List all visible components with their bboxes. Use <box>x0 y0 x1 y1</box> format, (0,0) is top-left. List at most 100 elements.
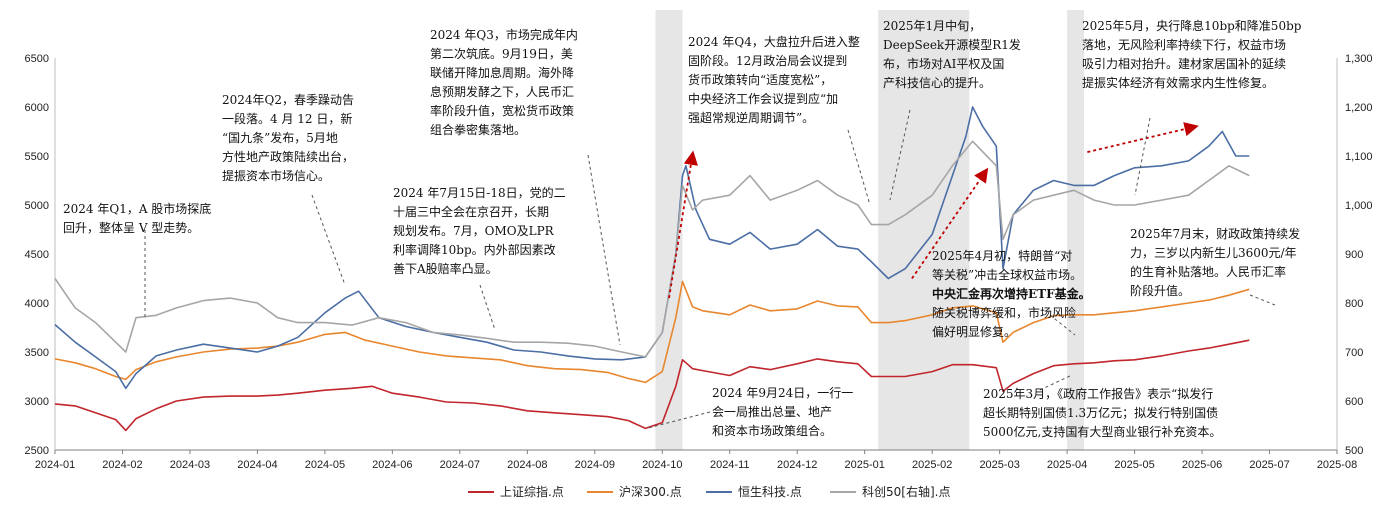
annotation-leader-line <box>1049 314 1076 336</box>
annotation-text-line: 力，三岁以内新生儿3600元/年 <box>1130 245 1297 260</box>
series-lines <box>54 106 1250 432</box>
annotation-text-line: 吸引力相对抬升。建材家居国补的延续 <box>1082 56 1286 71</box>
annotation-text-line: 2024 年7月15日-18日，党的二 <box>393 185 566 200</box>
annotation-text-line: 强超常规逆周期调节”。 <box>688 110 814 125</box>
annotation-text-line: 货币政策转向“适度宽松”， <box>688 72 832 87</box>
y-left-tick-label: 4000 <box>25 298 49 310</box>
annotation-text-line: 方性地产政策陆续出台， <box>222 149 354 164</box>
annotation-text-line: 提振实体经济有效需求内生性修复。 <box>1082 75 1274 90</box>
annotation-text-line: 2024年Q2，春季躁动告 <box>222 93 354 107</box>
y-right-tick-label: 600 <box>1345 396 1363 408</box>
y-right-tick-label: 800 <box>1345 298 1363 310</box>
annotation-text-line: 2025年1月中旬， <box>883 18 981 33</box>
y-left-tick-label: 6500 <box>25 53 49 65</box>
x-tick-label: 2025-08 <box>1317 459 1357 471</box>
annotation-text-line: 提振资本市场信心。 <box>222 168 330 183</box>
x-tick-label: 2024-11 <box>710 459 750 471</box>
y-left-tick-label: 4500 <box>25 249 49 261</box>
y-right-tick-label: 1,300 <box>1345 53 1373 65</box>
annotation-text-line: 十届三中全会在京召开，长期 <box>393 204 549 219</box>
annotation-text-line: 超长期特别国债1.3万亿元；拟发行特别国债 <box>983 405 1218 420</box>
legend-label-1: 沪深300.点 <box>619 485 682 499</box>
x-tick-label: 2024-12 <box>777 459 817 471</box>
y-left-tick-label: 3000 <box>25 396 49 408</box>
x-tick-label: 2024-05 <box>305 459 345 471</box>
legend-label-2: 恒生科技.点 <box>738 485 802 499</box>
x-tick-label: 2025-02 <box>912 459 952 471</box>
annotation-text-line: 息预期发酵之下，人民币汇 <box>430 84 574 99</box>
x-tick-label: 2024-07 <box>440 459 480 471</box>
annotation-text-line: 规划发布。7月，OMO及LPR <box>393 223 555 238</box>
x-tick-label: 2025-05 <box>1114 459 1154 471</box>
x-tick-label: 2024-06 <box>372 459 412 471</box>
y-left-tick-label: 3500 <box>25 347 49 359</box>
annotation-text-line: 随关税博弈缓和，市场风险 <box>932 305 1076 320</box>
annotation-leader-line <box>847 129 871 206</box>
annotation-text-line: 第二次筑底。9月19日，美 <box>430 46 573 61</box>
annotation-text-line: 率阶段升值，宽松货币政策 <box>430 103 574 118</box>
x-tick-label: 2024-04 <box>237 459 277 471</box>
annotation-text-line: 落地，无风险利率持续下行，权益市场 <box>1082 37 1286 52</box>
annotation-leader-line <box>1134 117 1151 196</box>
y-right-tick-label: 1,100 <box>1345 151 1373 163</box>
legend-label-0: 上证综指.点 <box>500 484 564 499</box>
annotation-text-line: 2025年3月，《政府工作报告》表示“拟发行 <box>983 386 1213 401</box>
annotation-leader-line <box>647 411 711 429</box>
annotation-leader-line <box>1249 294 1276 306</box>
x-tick-label: 2025-07 <box>1249 459 1289 471</box>
x-tick-label: 2025-01 <box>844 459 884 471</box>
annotation-text-line: “国九条”发布，5月地 <box>222 130 338 145</box>
annotation-text-line: 回升，整体呈 V 型走势。 <box>63 220 199 235</box>
x-tick-label: 2024-01 <box>35 459 75 471</box>
annotation-text-line: 中央经济工作会议提到应“加 <box>688 91 838 106</box>
annotation-text-line: 善下A股赔率凸显。 <box>393 261 498 276</box>
annotation-text-line: 2024 年Q4，大盘拉升后进入整 <box>688 34 860 49</box>
annotation-text-line: 2024 年Q3，市场完成年内 <box>430 27 578 42</box>
y-right-tick-label: 900 <box>1345 249 1363 261</box>
x-tick-label: 2024-10 <box>642 459 682 471</box>
y-right-tick-label: 500 <box>1345 445 1363 457</box>
y-left-tick-label: 5500 <box>25 151 49 163</box>
series-line-3 <box>54 140 1250 358</box>
trend-arrow-2 <box>1087 122 1199 153</box>
annotation-text-line: 产科技信心的提升。 <box>883 75 991 90</box>
trend-arrow-1 <box>911 167 989 280</box>
annotation-text-line: 2025年7月末，财政政策持续发 <box>1130 226 1300 241</box>
annotation-text-line: 5000亿元,支持国有大型商业银行补充资本。 <box>983 424 1221 439</box>
legend-label-3: 科创50[右轴].点 <box>862 484 950 499</box>
x-tick-label: 2024-03 <box>170 459 210 471</box>
annotation-text-line: 和资本市场政策组合。 <box>712 423 832 438</box>
annotation-text-line: 的生育补贴落地。人民币汇率 <box>1130 264 1286 279</box>
y-right-tick-label: 1,000 <box>1345 200 1373 212</box>
annotation-text-line: DeepSeek开源模型R1发 <box>883 37 1021 52</box>
shaded-period-2 <box>1067 10 1084 450</box>
x-tick-label: 2024-08 <box>507 459 547 471</box>
y-left-tick-label: 6000 <box>25 102 49 114</box>
annotation-text-line: 中央汇金再次增持ETF基金。 <box>932 286 1091 301</box>
annotation-text-line: 等关税”冲击全球权益市场。 <box>932 267 1082 282</box>
series-line-1 <box>54 280 1250 384</box>
x-tick-label: 2024-02 <box>102 459 142 471</box>
annotation-text-line: 2024 年9月24日，一行一 <box>712 386 853 400</box>
legend: 上证综指.点 沪深300.点 恒生科技.点 科创50[右轴].点 <box>468 484 950 499</box>
trend-arrow-0 <box>668 150 698 299</box>
y-left-tick-label: 2500 <box>25 445 49 457</box>
series-line-2 <box>54 106 1250 390</box>
series-line-0 <box>54 339 1250 432</box>
annotation-text-line: 偏好明显修复。 <box>932 324 1016 339</box>
annotation-leader-line <box>311 194 346 286</box>
annotation-leader-line <box>479 284 496 331</box>
annotation-text-line: 阶段升值。 <box>1130 283 1190 298</box>
annotation-leader-line <box>587 154 621 346</box>
annotation-text-line: 联储开降加息周期。海外降 <box>430 65 574 80</box>
annotation-text-line: 2025年4月初，特朗普“对 <box>932 248 1072 263</box>
axes: 2024-01 2024-02 2024-03 2024-04 2024-05 2024-… <box>25 53 1373 471</box>
annotation-text-line: 会一局推出总量、地产 <box>712 405 832 419</box>
annotation-text-line: 一段落。4 月 12 日，新 <box>222 111 352 126</box>
annotation-text-line: 2025年5月，央行降息10bp和降准50bp <box>1082 18 1302 33</box>
annotation-text-line: 利率调降10bp。内外部因素改 <box>393 242 556 257</box>
x-tick-label: 2024-09 <box>575 459 615 471</box>
annotation-text-line: 布，市场对AI平权及国 <box>883 56 1004 71</box>
